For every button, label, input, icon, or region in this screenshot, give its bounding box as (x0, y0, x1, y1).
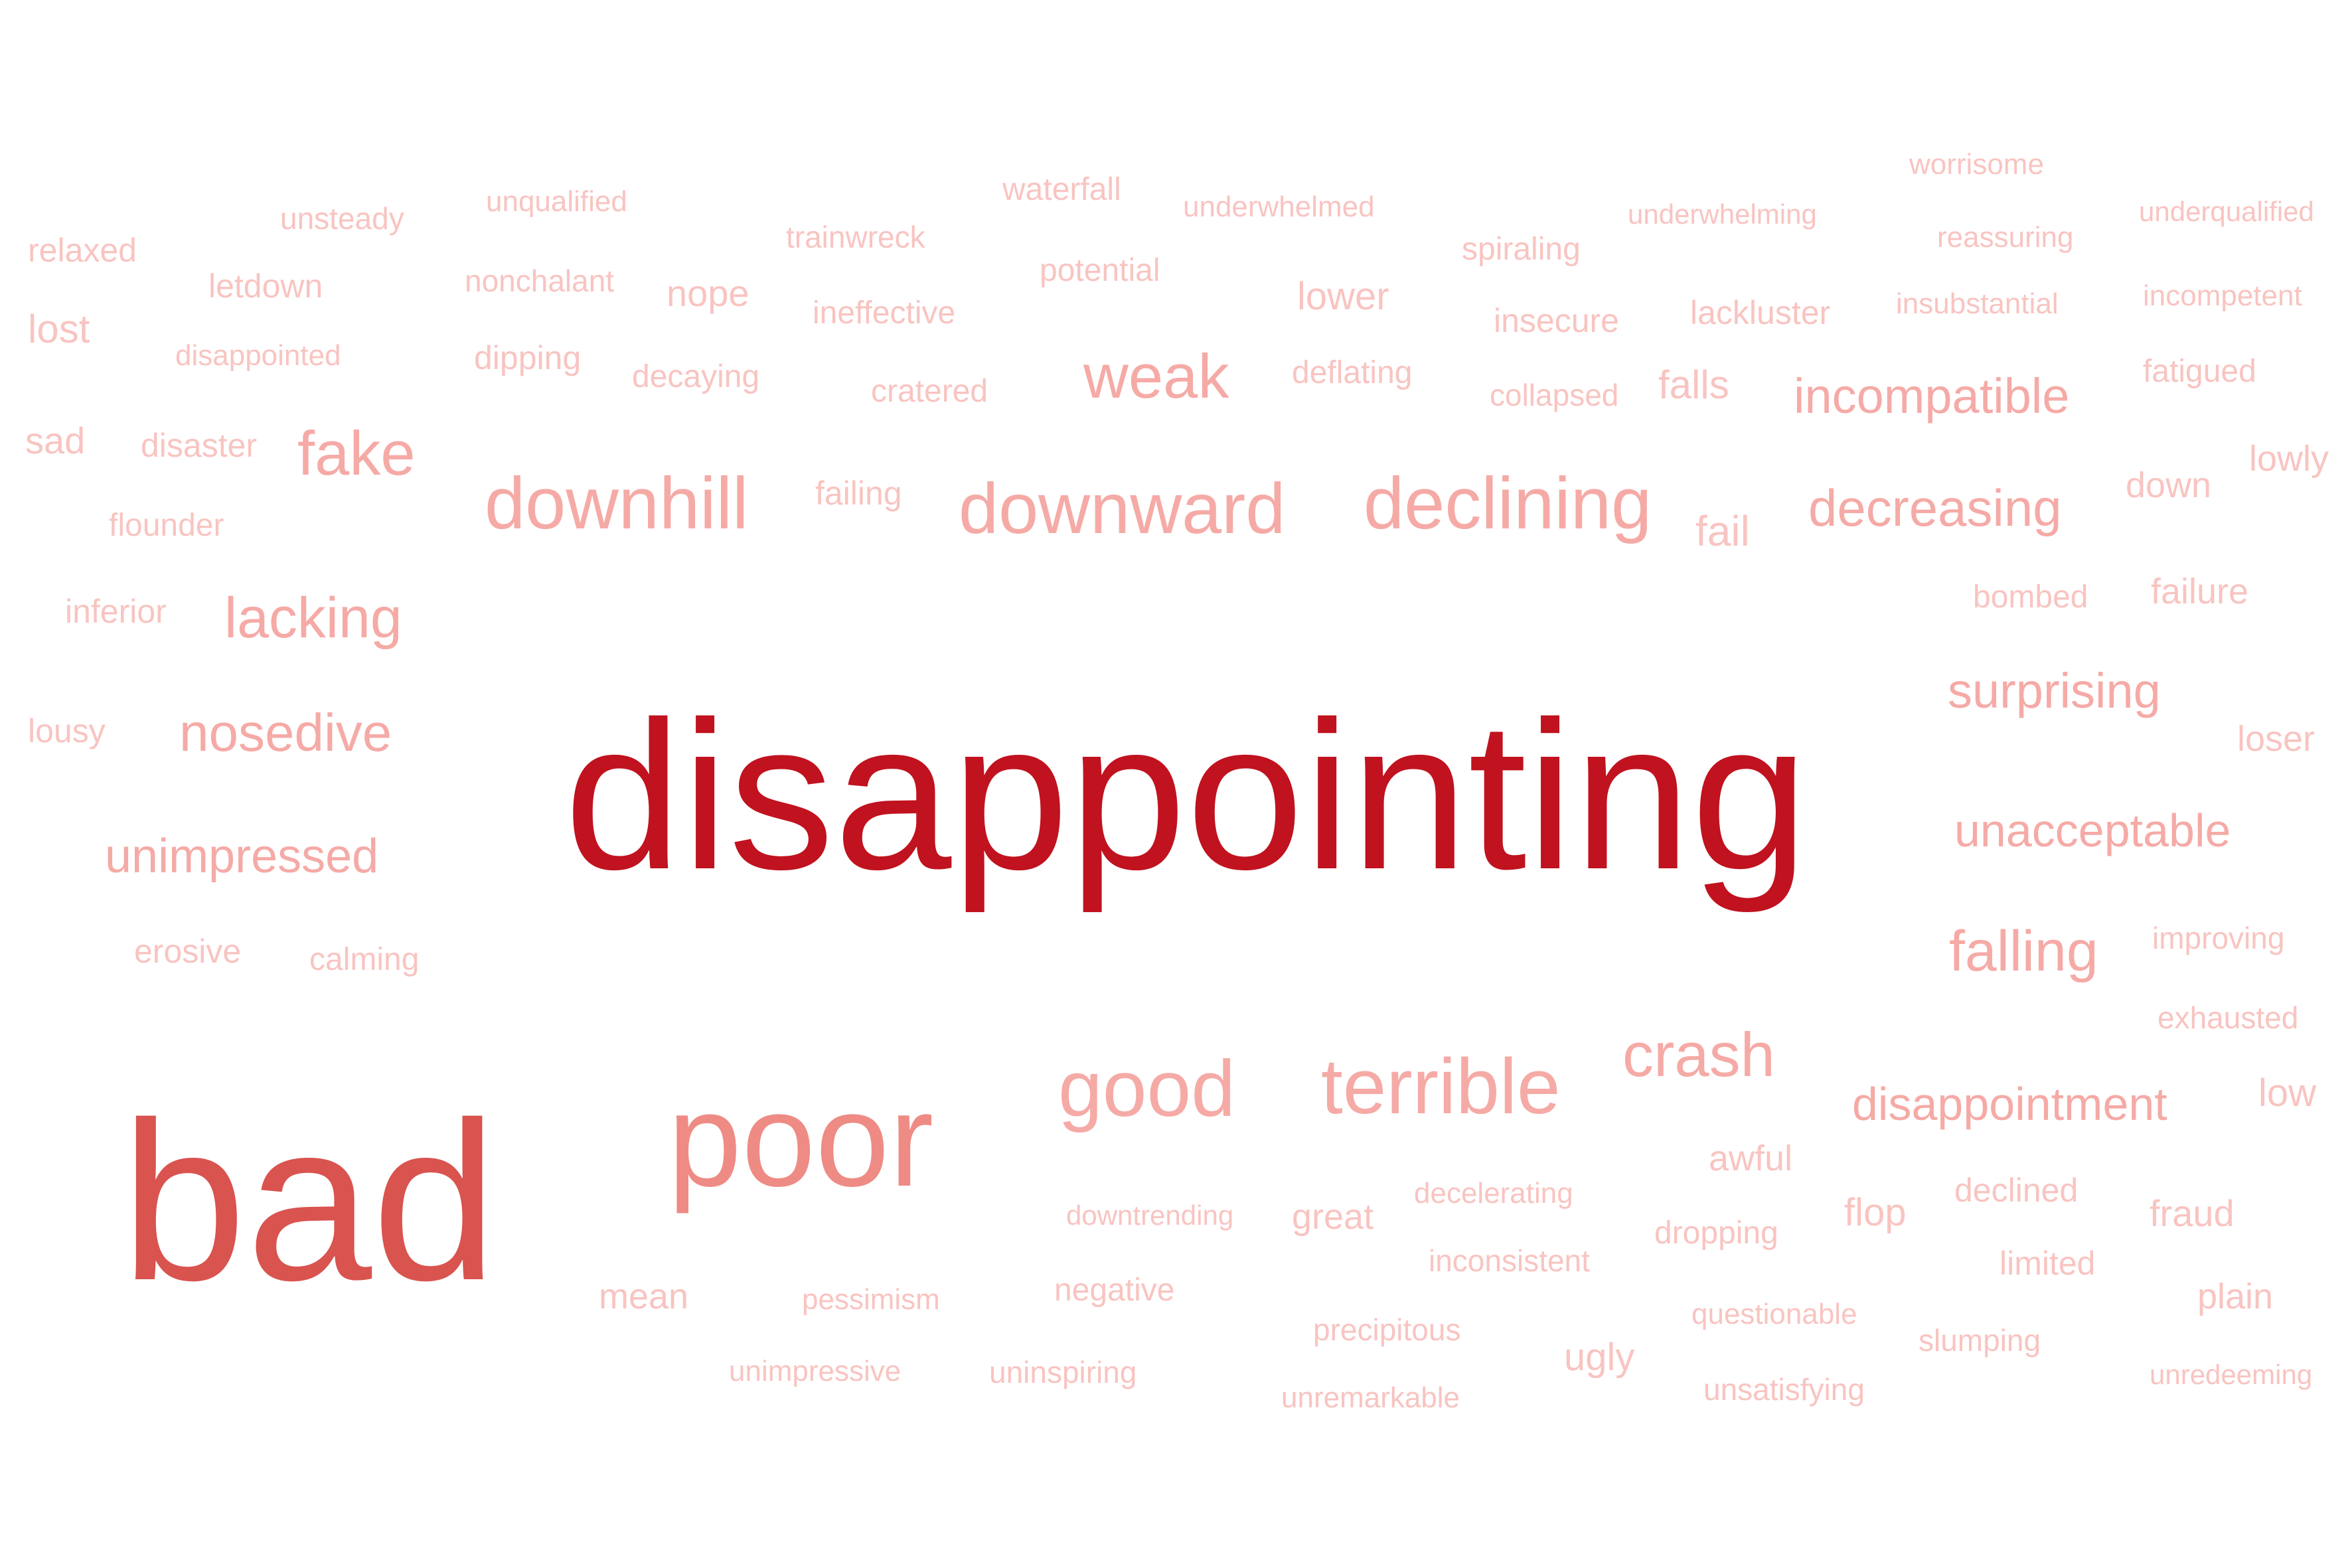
word-dipping: dipping (474, 339, 582, 376)
word-unredeeming: unredeeming (2150, 1359, 2313, 1390)
word-lacking: lacking (224, 586, 402, 650)
word-terrible: terrible (1321, 1043, 1561, 1131)
word-decaying: decaying (632, 359, 760, 394)
word-deflating: deflating (1292, 355, 1413, 390)
word-downtrending: downtrending (1066, 1200, 1234, 1231)
word-relaxed: relaxed (28, 232, 137, 269)
word-fail: fail (1695, 507, 1750, 555)
word-decreasing: decreasing (1808, 479, 2062, 537)
word-limited: limited (1999, 1245, 2096, 1282)
word-unimpressive: unimpressive (729, 1355, 902, 1387)
word-disappointment: disappointment (1852, 1078, 2167, 1130)
word-unqualified: unqualified (486, 185, 627, 218)
word-dropping: dropping (1654, 1215, 1778, 1251)
word-sad: sad (25, 420, 86, 461)
word-trainwreck: trainwreck (786, 220, 925, 254)
word-underwhelmed: underwhelmed (1183, 191, 1375, 223)
word-poor: poor (668, 1066, 934, 1214)
word-letdown: letdown (208, 268, 323, 305)
word-cratered: cratered (871, 374, 988, 409)
word-insubstantial: insubstantial (1896, 287, 2059, 320)
word-calming: calming (309, 942, 420, 977)
word-lackluster: lackluster (1690, 294, 1831, 331)
word-mean: mean (599, 1277, 689, 1316)
word-improving: improving (2152, 921, 2285, 955)
word-fatigued: fatigued (2143, 354, 2256, 389)
word-nonchalant: nonchalant (465, 264, 615, 298)
word-reassuring: reassuring (1937, 221, 2074, 254)
word-exhausted: exhausted (2157, 1000, 2299, 1035)
word-declined: declined (1954, 1172, 2078, 1209)
word-falls: falls (1658, 362, 1729, 407)
word-inconsistent: inconsistent (1429, 1243, 1590, 1278)
word-incompatible: incompatible (1794, 368, 2070, 424)
word-questionable: questionable (1691, 1298, 1857, 1330)
word-ineffective: ineffective (813, 295, 956, 331)
word-slumping: slumping (1919, 1323, 2041, 1358)
word-great: great (1292, 1197, 1374, 1237)
word-insecure: insecure (1494, 302, 1619, 339)
word-underqualified: underqualified (2139, 196, 2314, 227)
word-plain: plain (2197, 1277, 2274, 1316)
word-disaster: disaster (141, 427, 258, 464)
word-loser: loser (2237, 719, 2315, 759)
word-awful: awful (1709, 1138, 1793, 1178)
word-fake: fake (297, 418, 416, 488)
word-unimpressed: unimpressed (105, 830, 379, 883)
word-unsteady: unsteady (280, 201, 404, 236)
word-lower: lower (1297, 275, 1389, 318)
word-flop: flop (1844, 1191, 1907, 1234)
word-declining: declining (1364, 463, 1652, 544)
word-collapsed: collapsed (1490, 378, 1619, 412)
word-disappointed: disappointed (175, 339, 341, 372)
word-flounder: flounder (109, 508, 224, 543)
word-crash: crash (1622, 1020, 1775, 1089)
word-ugly: ugly (1564, 1336, 1635, 1379)
word-worrisome: worrisome (1909, 148, 2044, 181)
word-negative: negative (1054, 1273, 1175, 1308)
word-lowly: lowly (2249, 439, 2329, 479)
word-fraud: fraud (2150, 1192, 2234, 1234)
word-uninspiring: uninspiring (989, 1355, 1137, 1389)
word-unacceptable: unacceptable (1954, 805, 2231, 856)
word-bombed: bombed (1973, 580, 2088, 615)
word-nope: nope (666, 272, 749, 314)
word-lousy: lousy (28, 712, 106, 749)
word-failure: failure (2151, 572, 2249, 611)
word-decelerating: decelerating (1414, 1177, 1573, 1210)
word-underwhelming: underwhelming (1628, 198, 1817, 230)
word-precipitous: precipitous (1313, 1312, 1461, 1347)
word-spiraling: spiraling (1462, 232, 1581, 267)
word-unsatisfying: unsatisfying (1703, 1372, 1865, 1407)
word-inferior: inferior (65, 593, 167, 630)
word-pessimism: pessimism (802, 1283, 940, 1316)
word-disappointing: disappointing (564, 678, 1809, 913)
word-weak: weak (1083, 341, 1229, 411)
word-unremarkable: unremarkable (1281, 1381, 1460, 1414)
word-falling: falling (1949, 919, 2098, 983)
word-bad: bad (121, 1075, 498, 1328)
word-failing: failing (815, 475, 902, 512)
word-low: low (2258, 1071, 2317, 1115)
word-lost: lost (28, 307, 90, 351)
word-down: down (2126, 465, 2212, 505)
word-potential: potential (1040, 253, 1160, 288)
word-good: good (1058, 1044, 1235, 1133)
word-incompetent: incompetent (2143, 279, 2302, 312)
word-nosedive: nosedive (179, 703, 392, 762)
word-erosive: erosive (134, 933, 242, 970)
word-downward: downward (959, 468, 1286, 548)
word-waterfall: waterfall (1002, 172, 1121, 207)
word-downhill: downhill (485, 463, 749, 544)
word-surprising: surprising (1948, 663, 2161, 718)
